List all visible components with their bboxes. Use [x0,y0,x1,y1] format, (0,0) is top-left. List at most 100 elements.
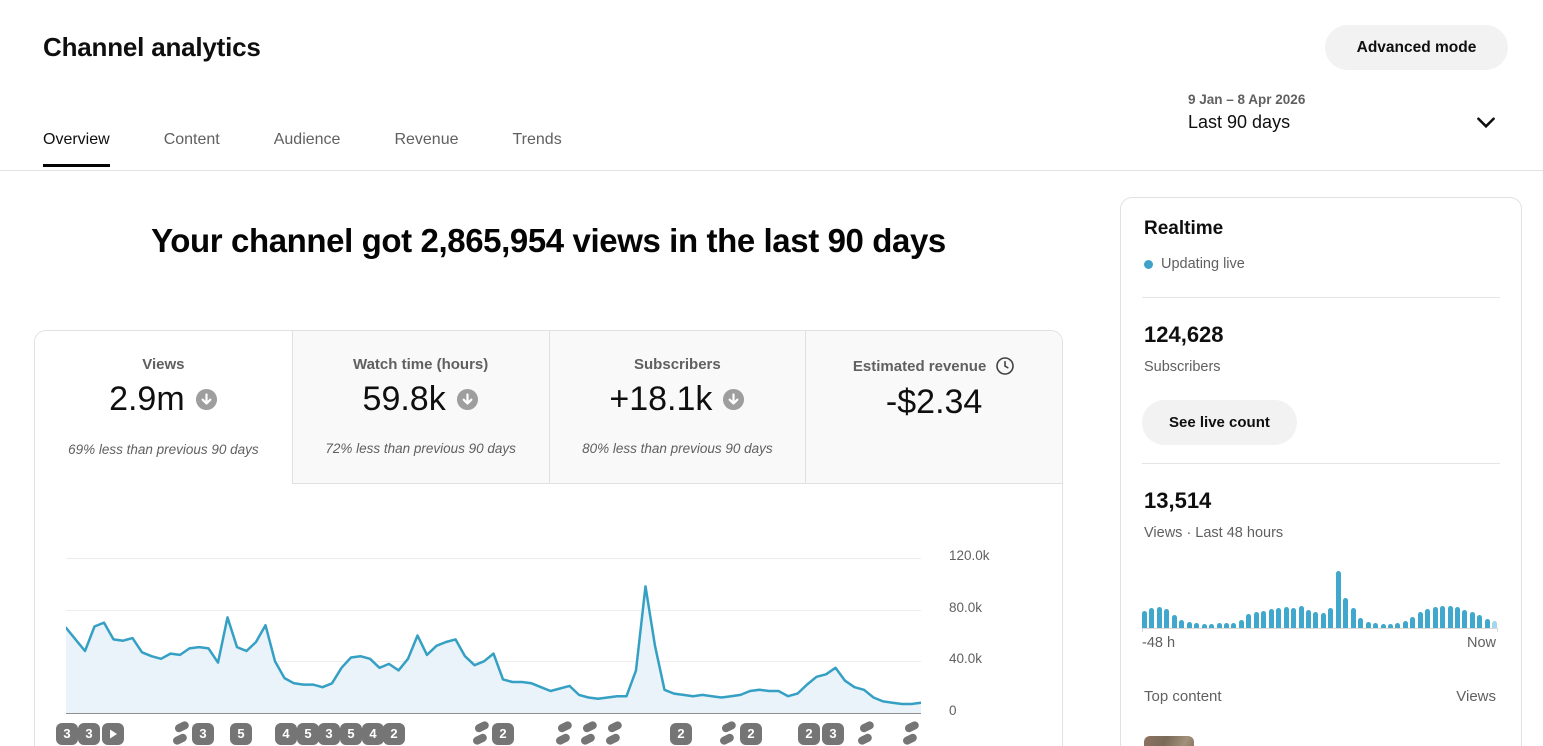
realtime-bar [1469,612,1475,628]
metric-tab-label: Subscribers [634,356,721,373]
metric-tab-value: 2.9m [35,380,292,419]
shorts-published-marker[interactable] [469,721,493,745]
date-range-picker[interactable]: 9 Jan – 8 Apr 2026 Last 90 days [1188,92,1508,154]
realtime-bar-chart[interactable] [1142,570,1498,632]
realtime-bar [1164,609,1170,628]
metric-tab-estimated-revenue[interactable]: Estimated revenue -$2.34 [805,331,1062,484]
realtime-bar [1395,623,1401,628]
shorts-published-marker[interactable] [854,721,878,745]
realtime-bar [1179,620,1185,628]
shorts-published-marker[interactable] [716,721,740,745]
metric-tab-watch-time-hours[interactable]: Watch time (hours) 59.8k 72% less than pre… [291,331,549,484]
metric-tab-views[interactable]: Views 2.9m 69% less than previous 90 days [35,331,292,484]
metric-tab-subtext: 72% less than previous 90 days [325,441,516,456]
tab-content[interactable]: Content [163,131,220,148]
metric-tab-label: Views [142,356,185,373]
shorts-icon [173,721,189,745]
realtime-bar [1477,615,1483,628]
realtime-status: Updating live [1144,256,1245,272]
metric-tab-value: +18.1k [550,380,806,419]
advanced-mode-button[interactable]: Advanced mode [1325,25,1508,70]
realtime-bar [1402,621,1408,628]
views-line-chart[interactable] [66,541,921,715]
realtime-bar [1365,622,1371,628]
metric-tabs: Views 2.9m 69% less than previous 90 days W… [35,331,1062,484]
shorts-published-marker[interactable] [552,721,576,745]
shorts-published-marker[interactable] [577,721,601,745]
metric-tab-label: Estimated revenue [806,356,1062,376]
videos-published-count-marker[interactable]: 5 [297,723,319,745]
shorts-icon [858,721,874,745]
videos-published-count-marker[interactable]: 3 [56,723,78,745]
realtime-bar [1410,617,1416,628]
realtime-bar [1380,624,1386,628]
realtime-bar [1492,621,1498,628]
divider [1142,297,1500,298]
realtime-bar [1156,607,1162,628]
video-play-icon [110,729,117,739]
realtime-card: Realtime Updating live 124,628 Subscribe… [1120,197,1522,746]
shorts-published-marker[interactable] [899,721,923,745]
realtime-bar [1194,623,1200,628]
realtime-bar [1142,611,1147,628]
realtime-bar [1373,623,1379,628]
realtime-bar [1231,623,1237,628]
realtime-views-value: 13,514 [1144,488,1212,513]
metric-tab-value: 59.8k [293,380,549,419]
realtime-bar [1238,620,1244,628]
delayed-data-clock-icon [996,357,1015,375]
videos-published-count-marker[interactable]: 4 [275,723,297,745]
videos-published-count-marker[interactable]: 2 [383,723,405,745]
see-live-count-button[interactable]: See live count [1142,400,1297,445]
videos-published-count-marker[interactable]: 3 [318,723,340,745]
trend-down-icon [456,388,478,411]
shorts-published-marker[interactable] [602,721,626,745]
realtime-bar [1216,623,1222,628]
videos-published-count-marker[interactable]: 3 [78,723,100,745]
realtime-bar [1223,623,1229,628]
realtime-bar [1387,624,1393,628]
analytics-nav-tabs: Overview Content Audience Revenue Trends [43,118,562,167]
realtime-axis-right-label: Now [1466,635,1496,651]
top-content-label: Top content [1144,688,1222,705]
gridline [66,558,921,559]
videos-published-count-marker[interactable]: 2 [740,723,762,745]
realtime-subscribers-label: Subscribers [1144,359,1221,375]
realtime-bar [1298,606,1304,628]
realtime-bar [1447,606,1453,628]
realtime-bar [1320,613,1326,628]
videos-published-count-marker[interactable]: 4 [362,723,384,745]
realtime-bar [1462,610,1468,628]
divider [1142,463,1500,464]
videos-published-count-marker[interactable]: 2 [798,723,820,745]
overview-chart-card: Views 2.9m 69% less than previous 90 days W… [34,330,1063,746]
shorts-icon [473,721,489,745]
tab-revenue[interactable]: Revenue [394,131,459,148]
chevron-down-icon[interactable] [1472,108,1500,136]
videos-published-count-marker[interactable]: 2 [670,723,692,745]
shorts-published-marker[interactable] [169,721,193,745]
shorts-icon [581,721,597,745]
top-content-thumbnail[interactable] [1144,736,1194,746]
tab-audience[interactable]: Audience [273,131,341,148]
tab-overview[interactable]: Overview [43,118,110,167]
header-divider [0,170,1543,171]
trend-down-icon [195,388,217,411]
realtime-bar [1328,608,1334,628]
videos-published-count-marker[interactable]: 2 [492,723,514,745]
realtime-bar [1291,608,1297,628]
realtime-axis-left-label: -48 h [1142,635,1176,651]
realtime-bar [1261,611,1267,628]
videos-published-count-marker[interactable]: 3 [822,723,844,745]
video-published-marker[interactable] [102,723,124,745]
videos-published-count-marker[interactable]: 5 [230,723,252,745]
top-content-views-header: Views [1456,688,1496,705]
metric-tab-subscribers[interactable]: Subscribers +18.1k 80% less than previous … [548,331,806,484]
metric-tab-subtext: 80% less than previous 90 days [582,441,773,456]
videos-published-count-marker[interactable]: 5 [340,723,362,745]
metric-tab-value: -$2.34 [885,383,983,421]
tab-trends[interactable]: Trends [512,131,562,148]
videos-published-count-marker[interactable]: 3 [192,723,214,745]
realtime-bar [1305,610,1311,628]
